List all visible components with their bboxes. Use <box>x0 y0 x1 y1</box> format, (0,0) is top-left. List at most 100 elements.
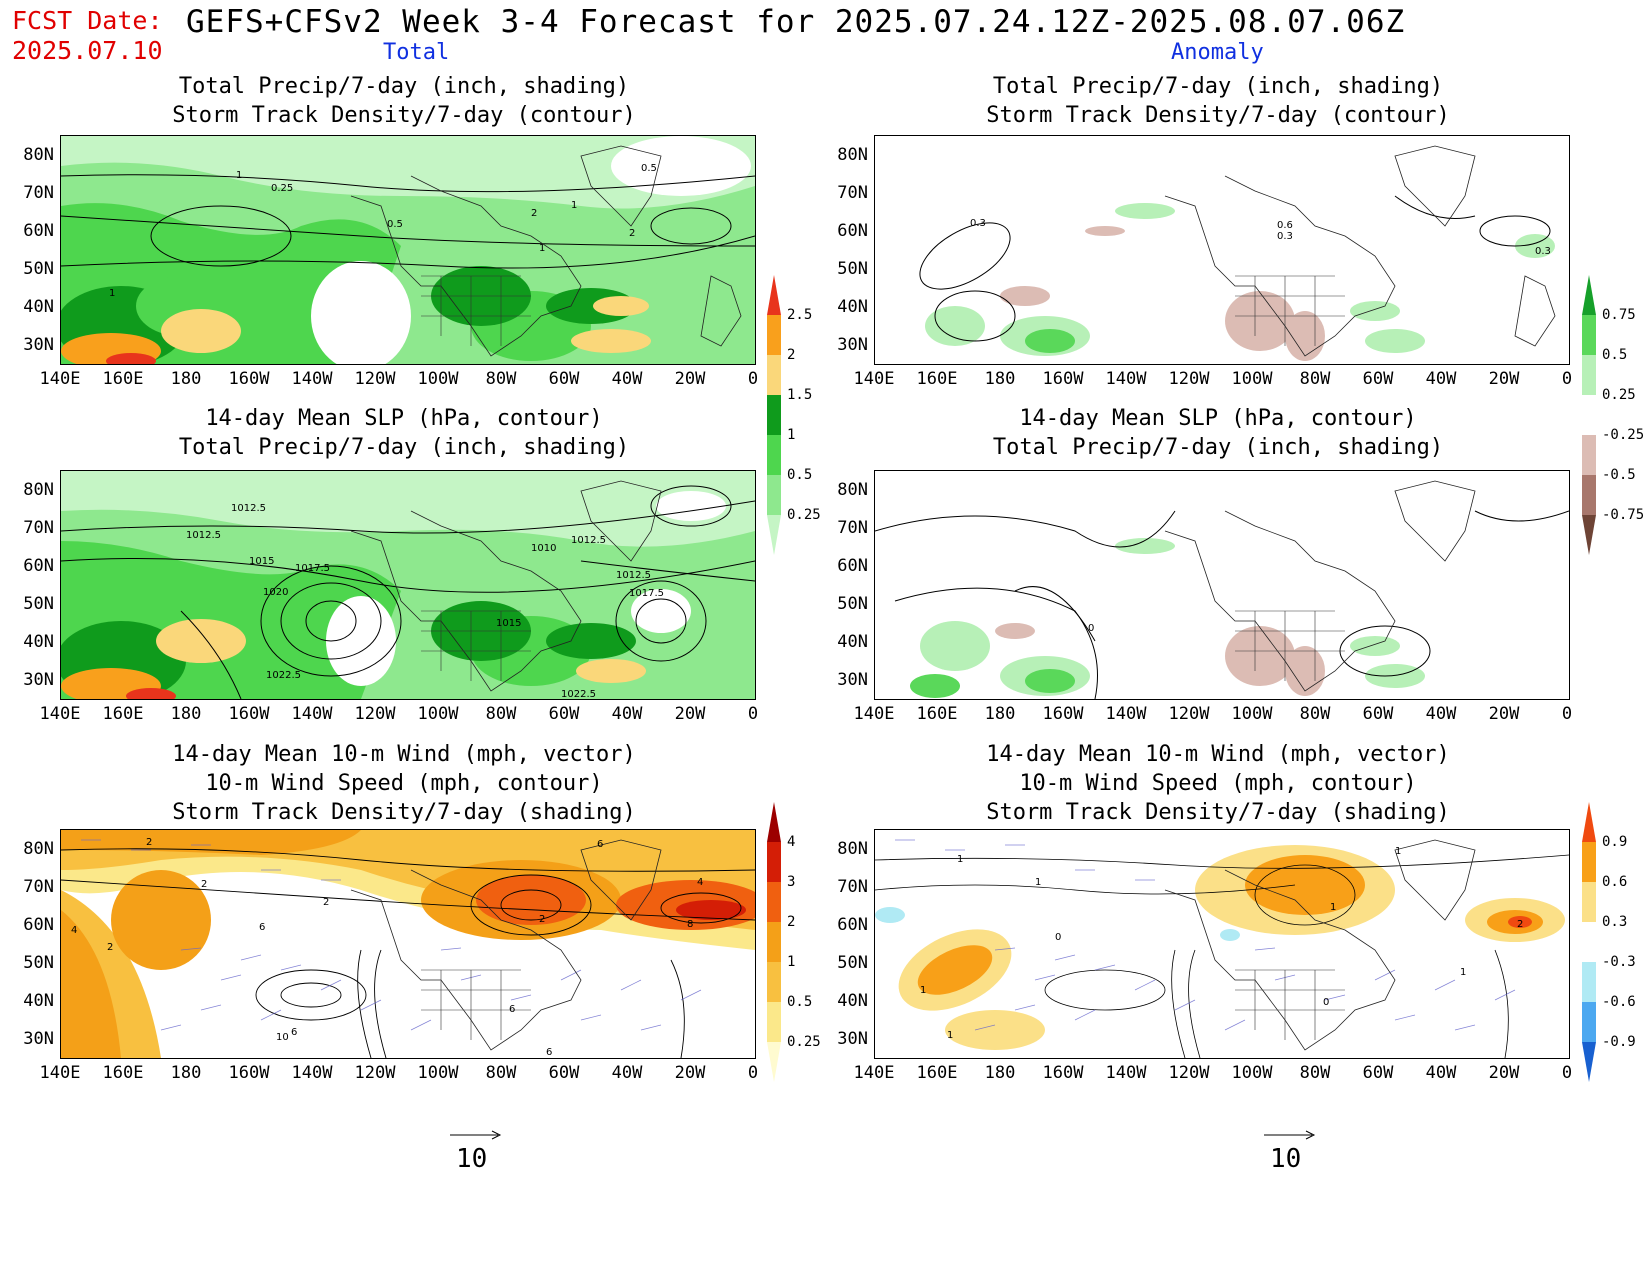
contour-label: 2 <box>1517 919 1523 930</box>
lon-label: 160E <box>916 704 958 724</box>
contour-label: 1015 <box>249 556 274 567</box>
lon-label: 100W <box>417 704 459 724</box>
colorbar-segment <box>767 842 781 882</box>
lat-label: 50N <box>837 259 868 279</box>
lon-label: 20W <box>1488 1063 1520 1083</box>
contour-label: 1020 <box>263 587 288 598</box>
lon-label: 40W <box>1425 704 1457 724</box>
lon-label: 160E <box>102 704 144 724</box>
lon-label: 0 <box>1561 1063 1573 1083</box>
lon-label: 160W <box>228 1063 270 1083</box>
contour-label: 0.5 <box>387 219 403 230</box>
lat-label: 60N <box>23 221 54 241</box>
map-precip-anomaly: 0.3 0.6 0.3 0.3 <box>874 135 1570 365</box>
colorbar-segment <box>767 515 781 555</box>
contour-label: 1012.5 <box>186 530 221 541</box>
lat-label: 60N <box>837 221 868 241</box>
lon-label: 0 <box>747 1063 759 1083</box>
lat-label: 30N <box>837 670 868 690</box>
lat-label: 30N <box>837 335 868 355</box>
colorbar-label: 0.3 <box>1602 914 1628 930</box>
lon-label: 20W <box>1488 704 1520 724</box>
lon-label: 160E <box>102 1063 144 1083</box>
lon-label: 80W <box>1299 369 1331 389</box>
lat-label: 30N <box>23 1029 54 1049</box>
contour-label: 1 <box>920 985 926 996</box>
contour-label: 2 <box>201 879 207 890</box>
lat-label: 70N <box>23 877 54 897</box>
lon-label: 40W <box>611 704 643 724</box>
lat-label: 30N <box>23 670 54 690</box>
lat-label: 50N <box>837 594 868 614</box>
lat-label: 50N <box>23 259 54 279</box>
lon-label: 160W <box>1042 369 1084 389</box>
contour-label: 2 <box>323 897 329 908</box>
colorbar-label: 2 <box>787 347 796 363</box>
lon-label: 20W <box>674 369 706 389</box>
colorbar-segment <box>1582 1042 1596 1082</box>
contour-label: 1022.5 <box>561 689 596 699</box>
colorbar-segment <box>767 922 781 962</box>
lon-label: 120W <box>1168 704 1210 724</box>
lon-label: 180 <box>984 704 1016 724</box>
colorbar-label: 0.5 <box>1602 347 1628 363</box>
lon-label: 140E <box>39 369 81 389</box>
lon-label: 140W <box>1105 1063 1147 1083</box>
lon-label: 180 <box>170 704 202 724</box>
lon-label: 160E <box>916 1063 958 1083</box>
contour-label: 1017.5 <box>629 588 664 599</box>
lon-label: 120W <box>354 369 396 389</box>
colorbar-segment <box>1582 355 1596 395</box>
colorbar-segment <box>767 802 781 842</box>
colorbar-segment <box>1582 1002 1596 1042</box>
colorbar-segment <box>767 355 781 395</box>
lon-label: 100W <box>417 369 459 389</box>
map-precip-total: 1 0.25 0.5 2 1 1 2 0.5 1 <box>60 135 756 365</box>
colorbar-label: -0.75 <box>1602 507 1645 523</box>
lat-label: 80N <box>23 145 54 165</box>
contour-label: 4 <box>697 877 703 888</box>
colorbar-label: 1 <box>787 427 796 443</box>
contour-label: 1 <box>1330 902 1336 913</box>
contour-label: 2 <box>107 942 113 953</box>
lon-label: 140E <box>853 704 895 724</box>
lon-label: 0 <box>747 704 759 724</box>
contour-label: 0 <box>1055 932 1061 943</box>
colorbar-precip-anomaly: 0.75 0.5 0.25 -0.25 -0.5 -0.75 <box>1582 275 1644 559</box>
lat-label: 80N <box>23 839 54 859</box>
lon-label: 60W <box>1362 704 1394 724</box>
lon-label: 40W <box>611 369 643 389</box>
colorbar-label: -0.25 <box>1602 427 1645 443</box>
arrow-icon <box>450 1130 502 1140</box>
colorbar-label: 0.5 <box>787 467 813 483</box>
lon-label: 180 <box>984 369 1016 389</box>
colorbar-precip-total: 2.5 2 1.5 1 0.5 0.25 <box>767 275 821 559</box>
lon-label: 180 <box>170 1063 202 1083</box>
colorbar-storm-total: 4 3 2 1 0.5 0.25 <box>767 802 821 1086</box>
lat-label: 40N <box>23 991 54 1011</box>
lon-label: 60W <box>548 1063 580 1083</box>
lon-label: 80W <box>485 369 517 389</box>
contour-label: 1 <box>1395 846 1401 857</box>
contour-label: 1 <box>109 288 115 299</box>
lat-label: 80N <box>837 145 868 165</box>
lon-label: 160E <box>916 369 958 389</box>
main-title: GEFS+CFSv2 Week 3-4 Forecast for 2025.07… <box>186 4 1406 40</box>
contour-label: 2 <box>531 208 537 219</box>
colorbar-label: -0.5 <box>1602 467 1636 483</box>
lat-label: 40N <box>23 632 54 652</box>
lat-label: 50N <box>23 953 54 973</box>
lat-label: 60N <box>23 556 54 576</box>
lon-label: 120W <box>354 704 396 724</box>
contour-label: 1 <box>236 170 242 181</box>
lat-label: 80N <box>837 480 868 500</box>
lon-label: 100W <box>1231 369 1273 389</box>
contour-label: 6 <box>546 1047 552 1058</box>
fcst-date-label: FCST Date: 2025.07.10 <box>12 6 163 65</box>
lat-label: 70N <box>23 518 54 538</box>
colorbar-segment <box>767 962 781 1002</box>
lon-label: 60W <box>548 704 580 724</box>
colorbar-label: 1.5 <box>787 387 813 403</box>
lon-label: 100W <box>1231 1063 1273 1083</box>
lon-label: 80W <box>1299 704 1331 724</box>
